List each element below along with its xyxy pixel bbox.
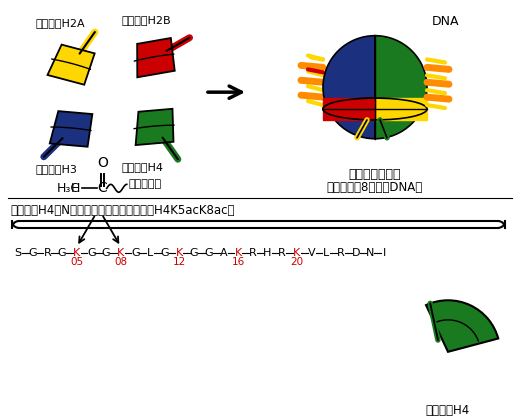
Text: G: G bbox=[58, 248, 67, 258]
Polygon shape bbox=[136, 109, 174, 145]
Text: K: K bbox=[293, 248, 301, 258]
Text: H₃C: H₃C bbox=[57, 182, 80, 195]
Wedge shape bbox=[375, 36, 427, 139]
Polygon shape bbox=[50, 111, 93, 147]
Text: G: G bbox=[87, 248, 96, 258]
Text: G: G bbox=[29, 248, 37, 258]
Text: ヌクレオソーム: ヌクレオソーム bbox=[349, 168, 401, 181]
Text: N: N bbox=[366, 248, 374, 258]
Polygon shape bbox=[47, 45, 95, 85]
Text: G: G bbox=[161, 248, 169, 258]
Text: R: R bbox=[278, 248, 286, 258]
Wedge shape bbox=[426, 300, 498, 352]
Text: S: S bbox=[15, 248, 21, 258]
Text: K: K bbox=[235, 248, 242, 258]
Text: H: H bbox=[263, 248, 272, 258]
Text: V: V bbox=[308, 248, 316, 258]
Polygon shape bbox=[137, 38, 175, 77]
Text: L: L bbox=[147, 248, 153, 258]
Text: A: A bbox=[220, 248, 227, 258]
Text: R: R bbox=[249, 248, 257, 258]
Text: C: C bbox=[97, 181, 107, 195]
Text: DNA: DNA bbox=[432, 15, 460, 28]
Ellipse shape bbox=[323, 98, 427, 120]
Text: ヒストンH4のN末端の高アセチル化状態（H4K5acK8ac）: ヒストンH4のN末端の高アセチル化状態（H4K5acK8ac） bbox=[10, 204, 235, 217]
Text: 08: 08 bbox=[114, 257, 127, 267]
Text: アセチル基: アセチル基 bbox=[129, 179, 162, 189]
Text: （ヒストン8量体＋DNA）: （ヒストン8量体＋DNA） bbox=[327, 181, 423, 194]
Text: R: R bbox=[44, 248, 51, 258]
Ellipse shape bbox=[323, 98, 427, 120]
Text: K: K bbox=[117, 248, 124, 258]
Text: 20: 20 bbox=[290, 257, 304, 267]
Text: ヒストンH2B: ヒストンH2B bbox=[122, 15, 172, 25]
Text: 05: 05 bbox=[70, 257, 83, 267]
Text: G: G bbox=[204, 248, 213, 258]
Text: I: I bbox=[383, 248, 387, 258]
Text: O: O bbox=[97, 157, 108, 171]
Wedge shape bbox=[323, 36, 375, 139]
Text: 12: 12 bbox=[173, 257, 186, 267]
Text: R: R bbox=[337, 248, 345, 258]
Text: G: G bbox=[131, 248, 140, 258]
Text: ヒストンH2A: ヒストンH2A bbox=[35, 18, 85, 28]
Text: D: D bbox=[352, 248, 360, 258]
Text: ヒストンH4: ヒストンH4 bbox=[122, 162, 164, 171]
Text: K: K bbox=[73, 248, 81, 258]
Text: L: L bbox=[323, 248, 329, 258]
Text: 16: 16 bbox=[231, 257, 245, 267]
Text: G: G bbox=[102, 248, 110, 258]
Text: H: H bbox=[70, 182, 80, 195]
Text: G: G bbox=[190, 248, 199, 258]
Text: ヒストンH3: ヒストンH3 bbox=[35, 163, 77, 173]
Text: K: K bbox=[176, 248, 183, 258]
Text: ヒストンH4: ヒストンH4 bbox=[426, 404, 470, 417]
